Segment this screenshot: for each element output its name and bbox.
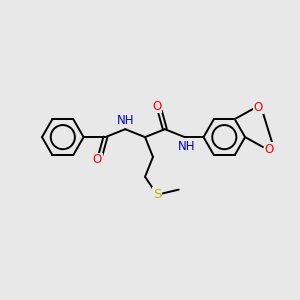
Text: O: O — [93, 153, 102, 167]
Text: O: O — [264, 142, 274, 155]
Text: O: O — [152, 100, 162, 113]
Text: S: S — [153, 188, 161, 201]
Text: NH: NH — [178, 140, 195, 152]
Text: NH: NH — [116, 114, 134, 127]
Text: O: O — [254, 101, 263, 114]
